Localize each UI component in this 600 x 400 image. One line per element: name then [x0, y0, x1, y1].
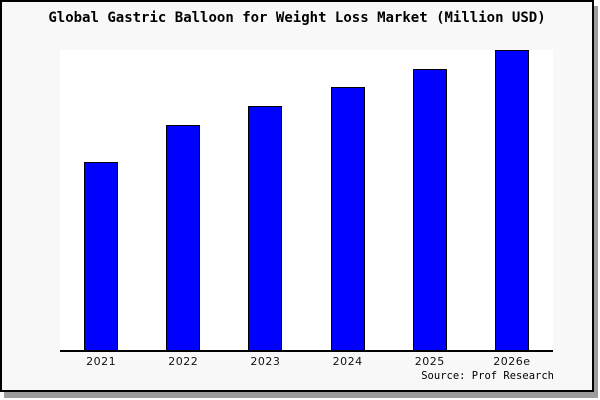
bar-2023 — [248, 106, 282, 350]
bar-2026e — [495, 50, 529, 350]
bar-2022 — [166, 125, 200, 350]
x-tick-label-2021: 2021 — [86, 355, 117, 368]
bar-2024 — [331, 87, 365, 350]
bar-2025 — [413, 69, 447, 350]
x-tick-label-2025: 2025 — [414, 355, 445, 368]
x-tick-label-2022: 2022 — [168, 355, 199, 368]
x-tick-label-2023: 2023 — [250, 355, 281, 368]
plot-area — [60, 50, 553, 352]
chart-title: Global Gastric Balloon for Weight Loss M… — [48, 10, 546, 26]
x-tick-label-2026e: 2026e — [493, 355, 531, 368]
bar-2021 — [84, 162, 118, 350]
chart-card: Global Gastric Balloon for Weight Loss M… — [0, 0, 594, 392]
source-note: Source: Prof Research — [421, 370, 554, 382]
x-tick-label-2024: 2024 — [332, 355, 363, 368]
